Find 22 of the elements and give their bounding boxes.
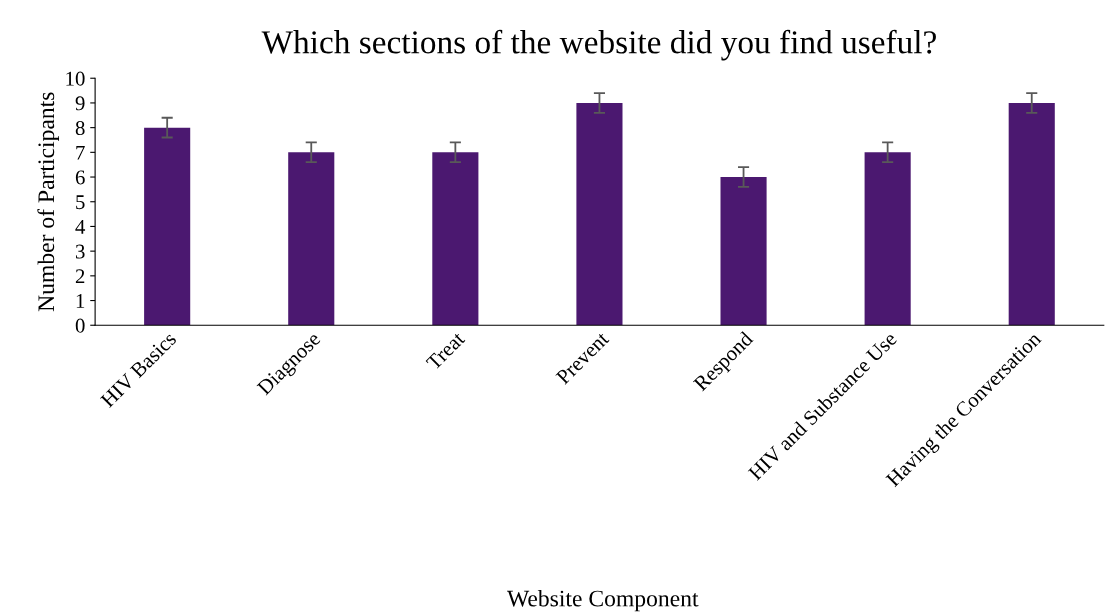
y-tick-label: 8 xyxy=(75,121,85,136)
y-tick-label: 2 xyxy=(75,269,85,284)
y-tick-label: 6 xyxy=(75,170,85,185)
x-axis-title: Website Component xyxy=(507,589,699,612)
bar xyxy=(864,152,911,326)
chart-title: Which sections of the website did you find useful? xyxy=(261,29,936,61)
bar xyxy=(576,102,623,326)
bar xyxy=(432,152,479,326)
y-tick-label: 4 xyxy=(75,219,86,234)
bar xyxy=(288,152,335,326)
y-tick-label: 1 xyxy=(76,294,85,308)
x-tick-label: Treat xyxy=(425,330,466,371)
y-axis-title: Number of Participants xyxy=(37,92,59,312)
bar xyxy=(1008,102,1055,326)
y-tick-label: 0 xyxy=(75,318,85,333)
y-tick-label: 5 xyxy=(76,195,85,210)
bar xyxy=(144,127,191,326)
y-tick-label: 9 xyxy=(75,96,85,111)
y-tick-label: 7 xyxy=(76,145,85,160)
y-tick-label: 3 xyxy=(75,244,85,259)
y-tick-label: 10 xyxy=(66,71,85,86)
bar xyxy=(720,177,767,326)
